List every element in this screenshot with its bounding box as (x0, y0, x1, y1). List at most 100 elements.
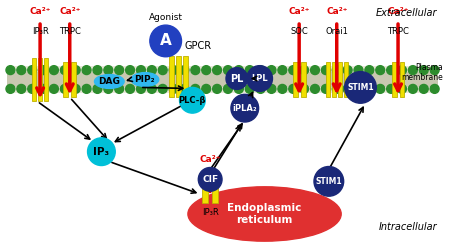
Text: Ca²⁺: Ca²⁺ (387, 7, 409, 16)
Circle shape (82, 85, 91, 93)
Circle shape (409, 66, 417, 75)
Circle shape (224, 66, 232, 75)
Circle shape (343, 66, 352, 75)
Ellipse shape (188, 187, 341, 241)
Circle shape (267, 85, 276, 93)
Circle shape (71, 66, 80, 75)
Circle shape (169, 66, 178, 75)
Circle shape (419, 85, 428, 93)
Circle shape (202, 66, 211, 75)
Bar (301, 62, 306, 97)
Circle shape (310, 85, 320, 93)
Circle shape (376, 66, 385, 75)
Circle shape (169, 85, 178, 93)
Circle shape (397, 85, 406, 93)
Bar (32, 58, 36, 101)
Text: IP₃: IP₃ (93, 147, 109, 157)
Circle shape (332, 66, 341, 75)
Text: LPL: LPL (251, 74, 268, 83)
Circle shape (213, 66, 221, 75)
Text: Ca²⁺: Ca²⁺ (59, 7, 81, 16)
Circle shape (180, 85, 189, 93)
Circle shape (267, 66, 276, 75)
Circle shape (256, 66, 265, 75)
Circle shape (321, 66, 330, 75)
Bar (344, 62, 347, 97)
Bar (400, 62, 405, 97)
Bar (8, 72, 437, 87)
Text: Orai1: Orai1 (325, 27, 348, 35)
Circle shape (150, 25, 181, 57)
Circle shape (345, 72, 376, 103)
Circle shape (256, 85, 265, 93)
Circle shape (231, 94, 259, 122)
Circle shape (343, 85, 352, 93)
Text: TRPC: TRPC (387, 27, 409, 35)
Circle shape (180, 66, 189, 75)
Circle shape (93, 85, 102, 93)
Circle shape (278, 85, 287, 93)
Circle shape (28, 85, 36, 93)
Bar (176, 56, 181, 97)
Text: IP₃R: IP₃R (202, 209, 219, 217)
Circle shape (354, 66, 363, 75)
Circle shape (430, 85, 439, 93)
Circle shape (321, 85, 330, 93)
Circle shape (376, 85, 385, 93)
Bar (71, 62, 76, 97)
Text: PIP₂: PIP₂ (135, 75, 155, 84)
Circle shape (419, 66, 428, 75)
Circle shape (247, 66, 272, 91)
Text: Extracellular: Extracellular (376, 8, 437, 18)
Bar (338, 62, 342, 97)
Ellipse shape (131, 73, 159, 86)
Circle shape (310, 66, 320, 75)
Circle shape (245, 66, 254, 75)
Bar (8, 66, 437, 93)
Circle shape (60, 85, 69, 93)
Circle shape (148, 85, 156, 93)
Circle shape (278, 66, 287, 75)
Circle shape (430, 66, 439, 75)
Text: Endoplasmic
reticulum: Endoplasmic reticulum (227, 203, 302, 225)
Circle shape (213, 85, 221, 93)
Circle shape (289, 66, 298, 75)
Circle shape (180, 87, 205, 113)
Circle shape (332, 85, 341, 93)
Text: STIM1: STIM1 (315, 177, 342, 186)
Circle shape (365, 66, 374, 75)
Circle shape (50, 85, 58, 93)
Circle shape (71, 85, 80, 93)
Circle shape (397, 66, 406, 75)
Circle shape (115, 66, 124, 75)
Circle shape (93, 66, 102, 75)
Text: A: A (160, 33, 171, 48)
Circle shape (136, 85, 145, 93)
Bar (293, 62, 298, 97)
Bar (38, 58, 42, 101)
Circle shape (234, 66, 243, 75)
Circle shape (202, 85, 211, 93)
Circle shape (314, 166, 344, 196)
Bar (183, 56, 188, 97)
Circle shape (354, 85, 363, 93)
Circle shape (234, 85, 243, 93)
Circle shape (17, 85, 26, 93)
Circle shape (104, 66, 113, 75)
Circle shape (224, 85, 232, 93)
Bar (326, 62, 330, 97)
Circle shape (300, 85, 309, 93)
Text: SOC: SOC (290, 27, 308, 35)
Circle shape (387, 66, 396, 75)
Circle shape (50, 66, 58, 75)
Circle shape (6, 66, 15, 75)
Circle shape (39, 85, 48, 93)
Text: CIF: CIF (202, 175, 218, 184)
Text: Agonist: Agonist (148, 13, 183, 22)
Circle shape (126, 66, 135, 75)
Circle shape (136, 66, 145, 75)
Circle shape (158, 85, 167, 93)
Circle shape (387, 85, 396, 93)
Text: Ca²⁺: Ca²⁺ (326, 7, 347, 16)
Circle shape (289, 85, 298, 93)
